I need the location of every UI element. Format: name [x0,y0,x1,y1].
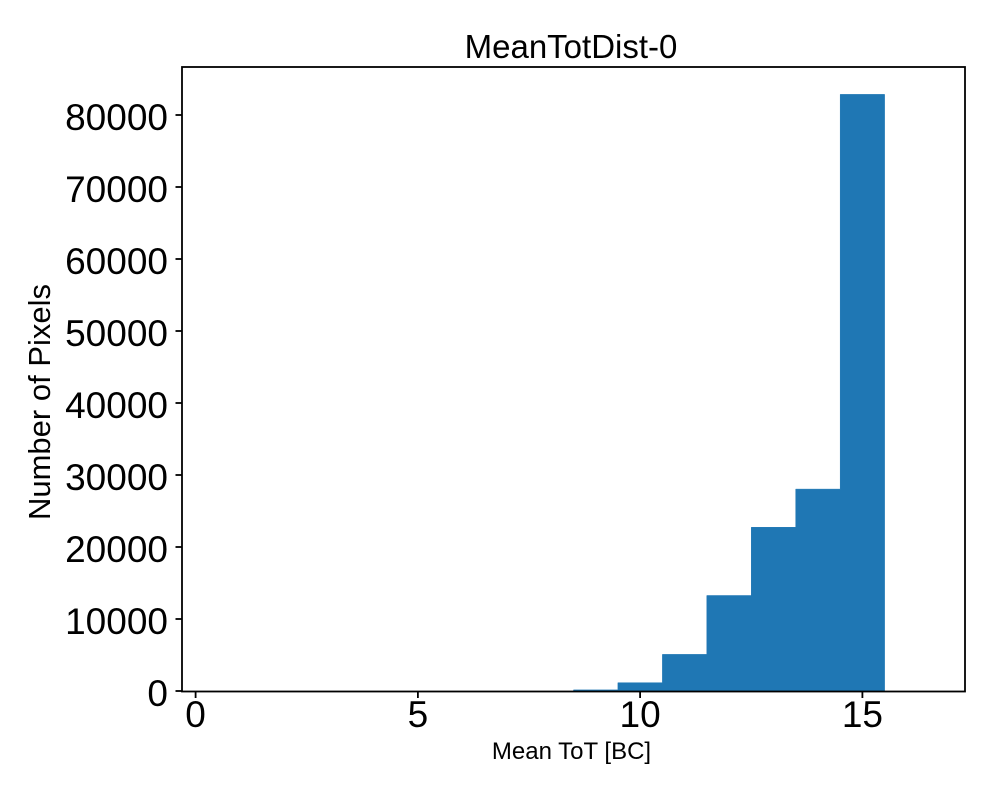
svg-text:10000: 10000 [65,601,168,642]
svg-text:MeanTotDist-0: MeanTotDist-0 [465,28,678,65]
svg-text:70000: 70000 [65,169,168,210]
svg-text:15: 15 [842,694,883,735]
svg-text:5: 5 [408,694,429,735]
svg-text:40000: 40000 [65,385,168,426]
svg-text:Number of Pixels: Number of Pixels [22,284,57,520]
svg-text:10: 10 [620,694,661,735]
svg-text:50000: 50000 [65,313,168,354]
svg-text:0: 0 [185,694,206,735]
svg-text:Mean ToT [BC]: Mean ToT [BC] [492,738,651,765]
svg-text:60000: 60000 [65,241,168,282]
svg-text:0: 0 [147,673,168,714]
svg-text:80000: 80000 [65,97,168,138]
svg-text:20000: 20000 [65,529,168,570]
svg-text:30000: 30000 [65,457,168,498]
